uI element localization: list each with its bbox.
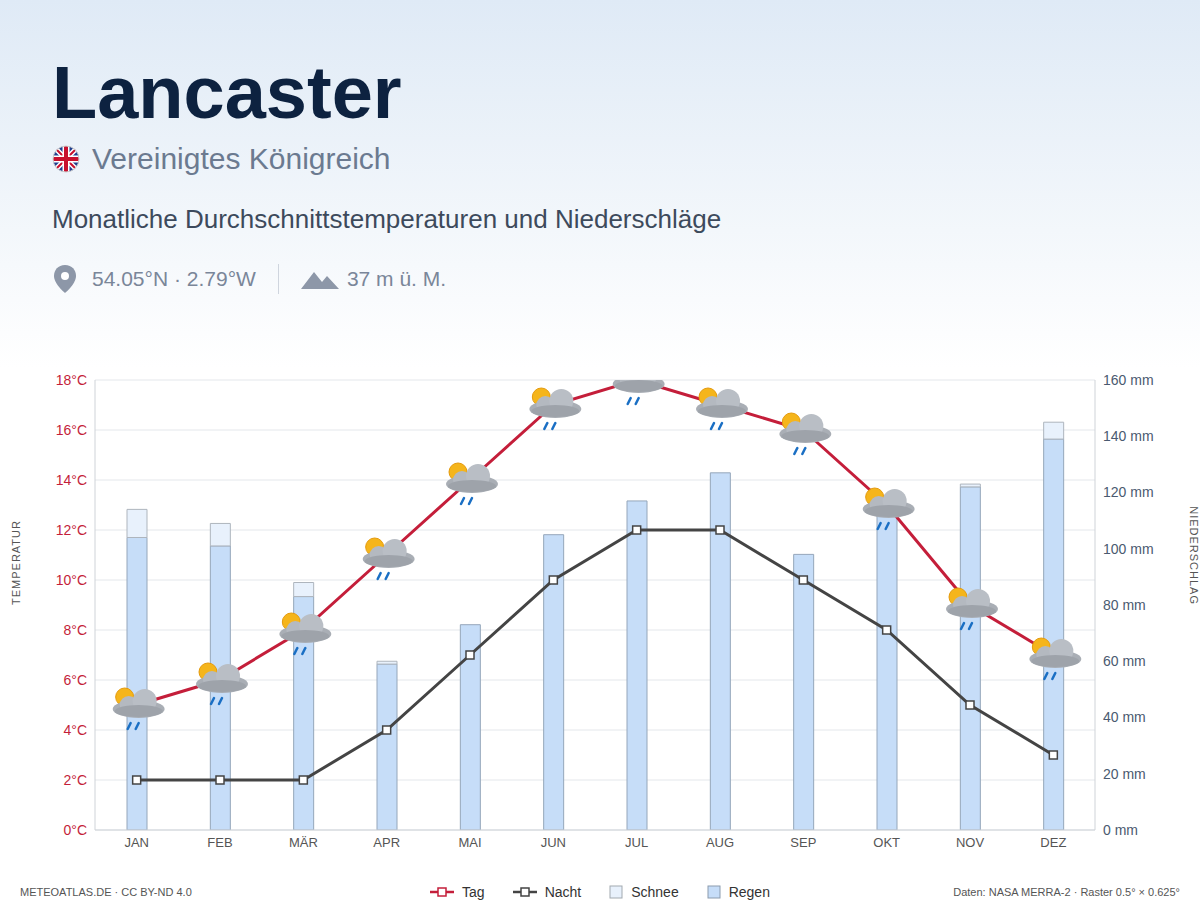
svg-text:SEP: SEP xyxy=(790,835,816,850)
svg-text:14°C: 14°C xyxy=(56,472,87,488)
html-text:Lancaster: Lancaster xyxy=(52,51,402,134)
html-text:Monatliche Durchschnittstemper: Monatliche Durchschnittstemperaturen und… xyxy=(52,204,722,234)
html-text:54.05°N · 2.79°W: 54.05°N · 2.79°W xyxy=(92,267,256,290)
html-text:Regen: Regen xyxy=(728,884,770,900)
html-text:METEOATLAS.DE · CC BY-ND 4.0: METEOATLAS.DE · CC BY-ND 4.0 xyxy=(20,886,192,898)
html-text:Vereinigtes Königreich: Vereinigtes Königreich xyxy=(92,142,391,175)
svg-text:MAI: MAI xyxy=(458,835,481,850)
svg-text:0°C: 0°C xyxy=(64,822,88,838)
html-text:Schnee: Schnee xyxy=(631,884,679,900)
svg-text:MÄR: MÄR xyxy=(289,835,318,850)
html-text:Daten: NASA MERRA-2 · Raster 0: Daten: NASA MERRA-2 · Raster 0.5° × 0.62… xyxy=(953,886,1180,898)
svg-text:4°C: 4°C xyxy=(64,722,88,738)
svg-text:160 mm: 160 mm xyxy=(1103,372,1154,388)
svg-text:JUL: JUL xyxy=(625,835,648,850)
svg-text:10°C: 10°C xyxy=(56,572,87,588)
svg-text:DEZ: DEZ xyxy=(1040,835,1066,850)
svg-text:18°C: 18°C xyxy=(56,372,87,388)
svg-text:OKT: OKT xyxy=(873,835,900,850)
svg-text:NIEDERSCHLAG: NIEDERSCHLAG xyxy=(1188,506,1200,605)
svg-text:40 mm: 40 mm xyxy=(1103,709,1146,725)
svg-text:8°C: 8°C xyxy=(64,622,88,638)
html-text:37 m ü. M.: 37 m ü. M. xyxy=(346,267,447,290)
svg-text:NOV: NOV xyxy=(956,835,985,850)
html-text:Nacht: Nacht xyxy=(544,884,582,900)
svg-text:JAN: JAN xyxy=(124,835,149,850)
svg-text:100 mm: 100 mm xyxy=(1103,541,1154,557)
svg-text:16°C: 16°C xyxy=(56,422,87,438)
svg-text:60 mm: 60 mm xyxy=(1103,653,1146,669)
svg-text:APR: APR xyxy=(373,835,400,850)
svg-text:120 mm: 120 mm xyxy=(1103,484,1154,500)
html-text:Tag: Tag xyxy=(462,884,485,900)
svg-text:20 mm: 20 mm xyxy=(1103,766,1146,782)
svg-text:140 mm: 140 mm xyxy=(1103,428,1154,444)
svg-text:2°C: 2°C xyxy=(64,772,88,788)
svg-text:6°C: 6°C xyxy=(64,672,88,688)
svg-text:TEMPERATUR: TEMPERATUR xyxy=(10,520,22,605)
svg-text:0 mm: 0 mm xyxy=(1103,822,1138,838)
svg-text:JUN: JUN xyxy=(541,835,566,850)
svg-text:AUG: AUG xyxy=(706,835,734,850)
svg-text:12°C: 12°C xyxy=(56,522,87,538)
svg-text:FEB: FEB xyxy=(207,835,232,850)
svg-text:80 mm: 80 mm xyxy=(1103,597,1146,613)
